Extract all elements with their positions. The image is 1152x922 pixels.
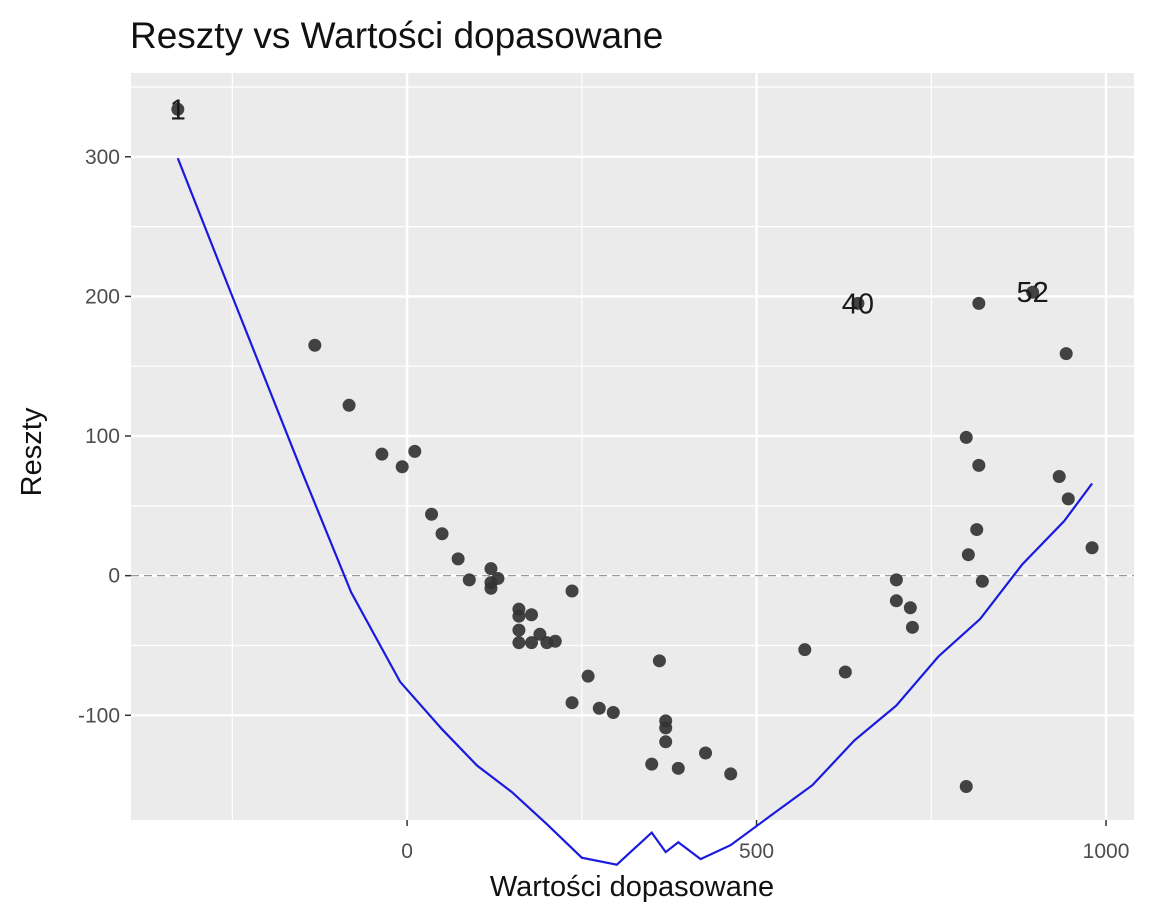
data-point: [395, 460, 409, 474]
data-point: [375, 447, 389, 461]
point-label: 40: [842, 288, 874, 320]
y-tick-label: 300: [85, 146, 120, 169]
data-point: [959, 430, 973, 444]
minor-gridlines: [131, 73, 1134, 820]
data-point: [1059, 347, 1073, 361]
data-point: [671, 761, 685, 775]
data-point: [565, 696, 579, 710]
data-point: [961, 548, 975, 562]
data-point: [512, 623, 526, 637]
smoothing-line: [176, 157, 1093, 866]
data-point: [425, 507, 439, 521]
data-point: [512, 609, 526, 623]
data-point: [959, 779, 973, 793]
data-point: [905, 620, 919, 634]
data-point: [171, 102, 185, 116]
chart-title: Reszty vs Wartości dopasowane: [130, 15, 663, 56]
y-axis-title: Reszty: [16, 407, 48, 496]
data-point: [308, 338, 322, 352]
data-point: [699, 746, 713, 760]
data-point: [484, 562, 498, 576]
data-point: [652, 654, 666, 668]
data-point: [972, 296, 986, 310]
plot-panel: [131, 73, 1134, 820]
y-tick-label: 100: [85, 425, 120, 448]
x-tick-label: 1000: [1083, 840, 1130, 863]
data-point: [645, 757, 659, 771]
data-point: [970, 523, 984, 537]
data-point: [1026, 285, 1040, 299]
y-axis-ticks: -100 0 100 200 300: [78, 146, 131, 727]
data-point: [889, 594, 903, 608]
data-point: [659, 721, 673, 735]
data-point: [903, 601, 917, 615]
data-point: [565, 584, 579, 598]
x-axis-title: Wartości dopasowane: [490, 871, 774, 903]
point-labels: 1 40 52: [170, 94, 1049, 320]
data-point: [342, 398, 356, 412]
point-label: 1: [170, 94, 186, 126]
x-tick-label: 0: [401, 840, 413, 863]
data-point: [525, 608, 539, 622]
data-point: [1052, 470, 1066, 484]
data-point: [798, 643, 812, 657]
data-point: [975, 574, 989, 588]
data-point: [491, 571, 505, 585]
data-point: [724, 767, 738, 781]
y-tick-label: -100: [78, 704, 120, 727]
x-axis-ticks: 0 500 1000: [401, 820, 1129, 863]
y-tick-label: 0: [108, 565, 120, 588]
data-point: [408, 444, 422, 458]
data-point: [606, 705, 620, 719]
y-tick-label: 200: [85, 285, 120, 308]
data-point: [592, 701, 606, 715]
x-tick-label: 500: [739, 840, 774, 863]
data-point: [484, 581, 498, 595]
data-point: [451, 552, 465, 566]
data-point: [851, 296, 865, 310]
data-point: [1061, 492, 1075, 506]
residual-points: [171, 102, 1099, 793]
point-label: 52: [1017, 277, 1049, 309]
data-point: [435, 527, 449, 541]
data-point: [659, 735, 673, 749]
data-point: [525, 636, 539, 650]
data-point: [889, 573, 903, 587]
data-point: [838, 665, 852, 679]
data-point: [581, 669, 595, 683]
data-point: [972, 458, 986, 472]
data-point: [512, 636, 526, 650]
data-point: [1085, 541, 1099, 555]
data-point: [462, 573, 476, 587]
data-point: [548, 634, 562, 648]
